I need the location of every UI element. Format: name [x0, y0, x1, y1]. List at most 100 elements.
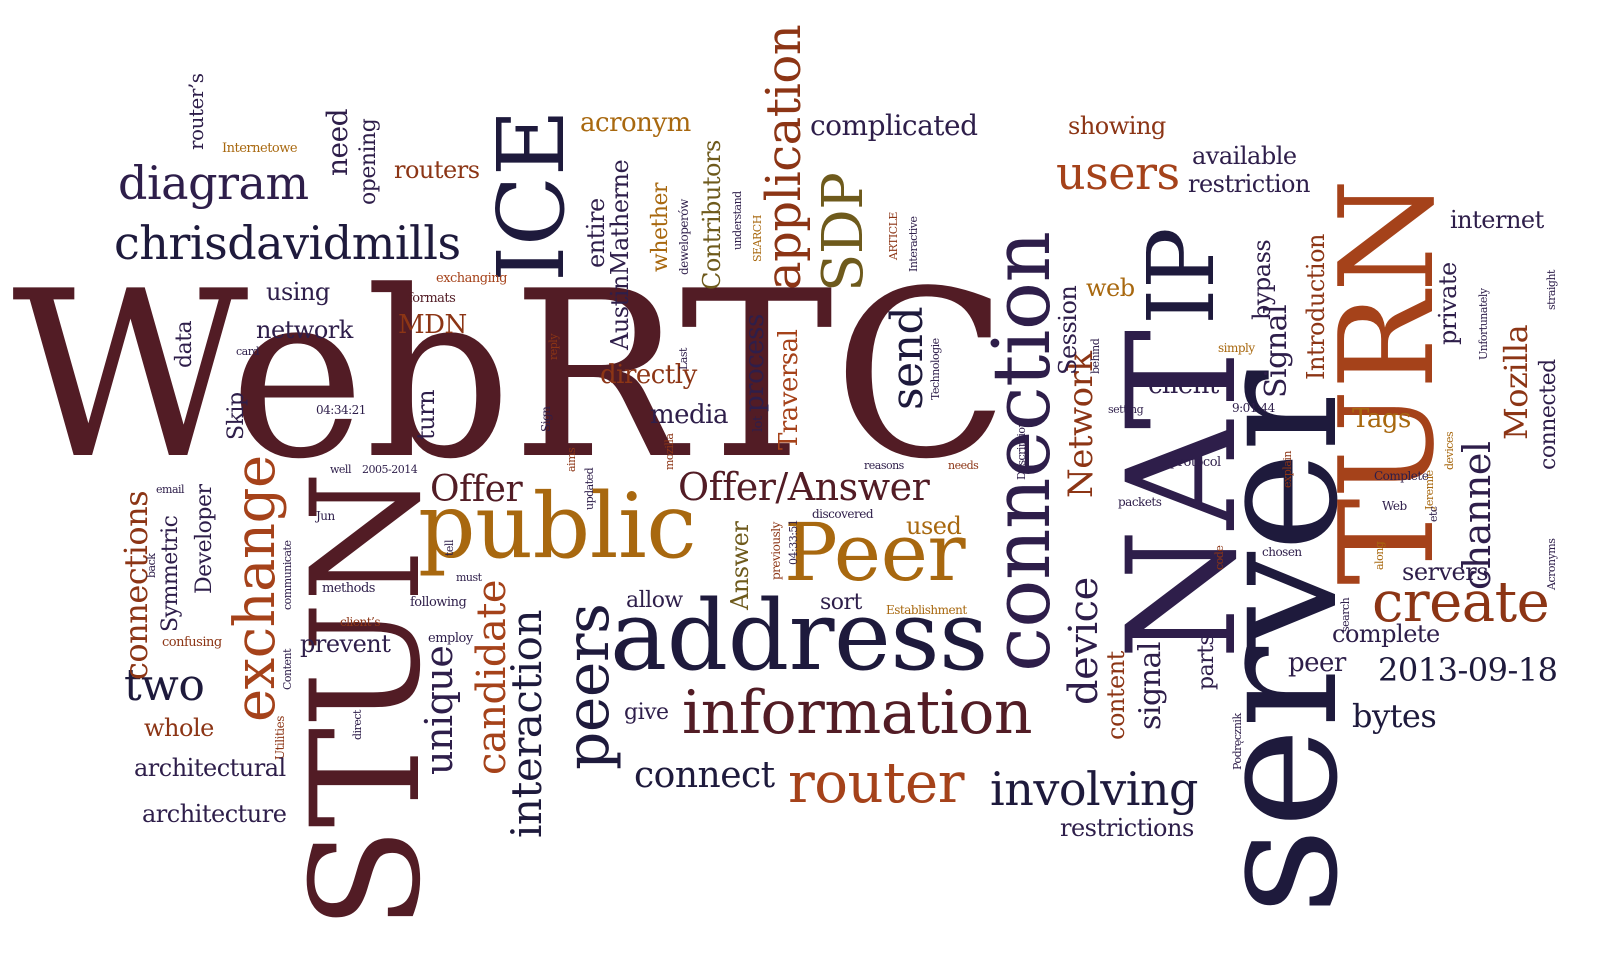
word-router: router	[788, 751, 964, 816]
word-peers: peers	[553, 603, 623, 770]
word-data: data	[172, 320, 197, 368]
word-turn: TURN	[1311, 179, 1463, 585]
word-acronyms: Acronyms	[1545, 538, 1558, 590]
word-exchange: exchange	[223, 455, 288, 722]
word-network: network	[256, 316, 353, 344]
word-along: along	[1373, 541, 1386, 570]
word-protocol: protocol	[1170, 455, 1221, 470]
word-search-caps: SEARCH	[751, 215, 764, 262]
word-description: Description	[1015, 420, 1028, 480]
word-straight: straight	[1545, 270, 1558, 310]
word-complete-b: Complete	[1374, 469, 1429, 483]
word-direct: direct	[351, 710, 364, 740]
word-employ: employ	[428, 631, 473, 646]
word-unique: unique	[417, 645, 461, 775]
word-create: create	[1372, 570, 1550, 635]
word-architectural: architectural	[134, 754, 286, 782]
word-involving: involving	[990, 762, 1199, 816]
word-contributors: Contributors	[698, 140, 726, 290]
word-explain: explain	[1281, 451, 1294, 488]
word-public: public	[418, 474, 697, 579]
word-card: card	[236, 345, 260, 358]
word-content-a: content	[1102, 651, 1130, 740]
word-setting: setting	[1108, 403, 1144, 416]
word-years: 2005-2014	[362, 463, 418, 476]
word-establishment: Establishment	[886, 603, 967, 617]
word-reasons: reasons	[864, 459, 904, 472]
word-restriction: restriction	[1188, 170, 1310, 198]
word-back: back	[145, 553, 158, 578]
word-connected: connected	[1536, 359, 1561, 470]
word-aims: aims	[565, 447, 578, 472]
word-diagram: diagram	[118, 156, 309, 210]
word-connections: connections	[117, 490, 155, 680]
word-using: using	[266, 278, 330, 306]
word-discovered: discovered	[812, 507, 874, 521]
word-connect: connect	[634, 755, 775, 796]
word-mdn: MDN	[398, 310, 467, 340]
word-mozilla: Mozilla	[1497, 324, 1535, 440]
word-routers-apos: router’s	[184, 73, 208, 150]
word-etc: etc	[1427, 506, 1440, 522]
word-restrictions: restrictions	[1060, 814, 1194, 842]
word-send: send	[882, 306, 933, 410]
word-whole: whole	[144, 714, 214, 742]
word-complicated: complicated	[810, 109, 978, 142]
word-allow: allow	[626, 588, 683, 613]
word-2013: 2013-09-18	[1378, 651, 1558, 689]
word-needs: needs	[948, 459, 979, 472]
word-peer: Peer	[784, 506, 966, 599]
word-showing: showing	[1068, 112, 1166, 140]
word-confusing: confusing	[162, 635, 222, 650]
word-simply: simply	[1218, 341, 1255, 355]
word-webrtc: WebRTC	[12, 243, 1009, 510]
word-signal-b: signal	[1133, 642, 1168, 730]
word-devices: devices	[1443, 431, 1456, 470]
word-traversal: Traversal	[774, 329, 804, 450]
word-formats: formats	[408, 291, 456, 306]
word-article: ARTICLE	[887, 212, 900, 260]
word-complete-a: complete	[1332, 620, 1440, 648]
word-reply: reply	[547, 333, 560, 360]
word-bytes: bytes	[1352, 697, 1437, 735]
word-symmetric: Symmetric	[158, 515, 183, 632]
word-chrisdavidmills: chrisdavidmills	[114, 216, 461, 270]
word-must: must	[456, 571, 482, 584]
word-interactive: Interactive	[907, 216, 920, 273]
word-peer-lower: peer	[1288, 648, 1346, 678]
word-previously: previously	[769, 522, 783, 580]
word-bypass: bypass	[1248, 239, 1276, 320]
word-address: address	[610, 580, 988, 692]
word-directly: directly	[600, 360, 697, 390]
word-jun: Jun	[316, 509, 335, 523]
word-information: information	[682, 678, 1033, 748]
word-code: code	[1213, 545, 1226, 570]
word-email: email	[156, 483, 185, 496]
word-updated: updated	[583, 467, 596, 510]
word-two: two	[124, 660, 205, 711]
word-web: web	[1086, 274, 1135, 302]
word-communicate: communicate	[281, 540, 294, 610]
word-deweloperow: deweloperów	[677, 199, 691, 275]
word-technologie: Technologie	[929, 338, 942, 400]
word-routers: routers	[394, 156, 480, 184]
word-methods: methods	[322, 581, 375, 596]
word-behind: behind	[1089, 338, 1102, 374]
word-device: device	[1061, 577, 1107, 705]
word-clients: client’s	[340, 615, 381, 629]
word-entire: entire	[582, 198, 610, 268]
word-used: used	[906, 512, 962, 540]
word-ice: ICE	[478, 109, 585, 282]
word-well: well	[330, 463, 351, 476]
word-turn-lower: turn	[412, 389, 440, 440]
word-0433: 04:33:51	[787, 519, 800, 565]
word-available: available	[1192, 142, 1297, 170]
word-servers: servers	[1402, 558, 1489, 586]
word-understand: understand	[731, 191, 744, 250]
word-acronym: acronym	[580, 108, 691, 138]
word-ip: IP	[1128, 227, 1235, 325]
word-offer-answer: Offer/Answer	[678, 465, 930, 509]
word-following: following	[410, 595, 467, 610]
word-search-lower: search	[1339, 597, 1352, 632]
